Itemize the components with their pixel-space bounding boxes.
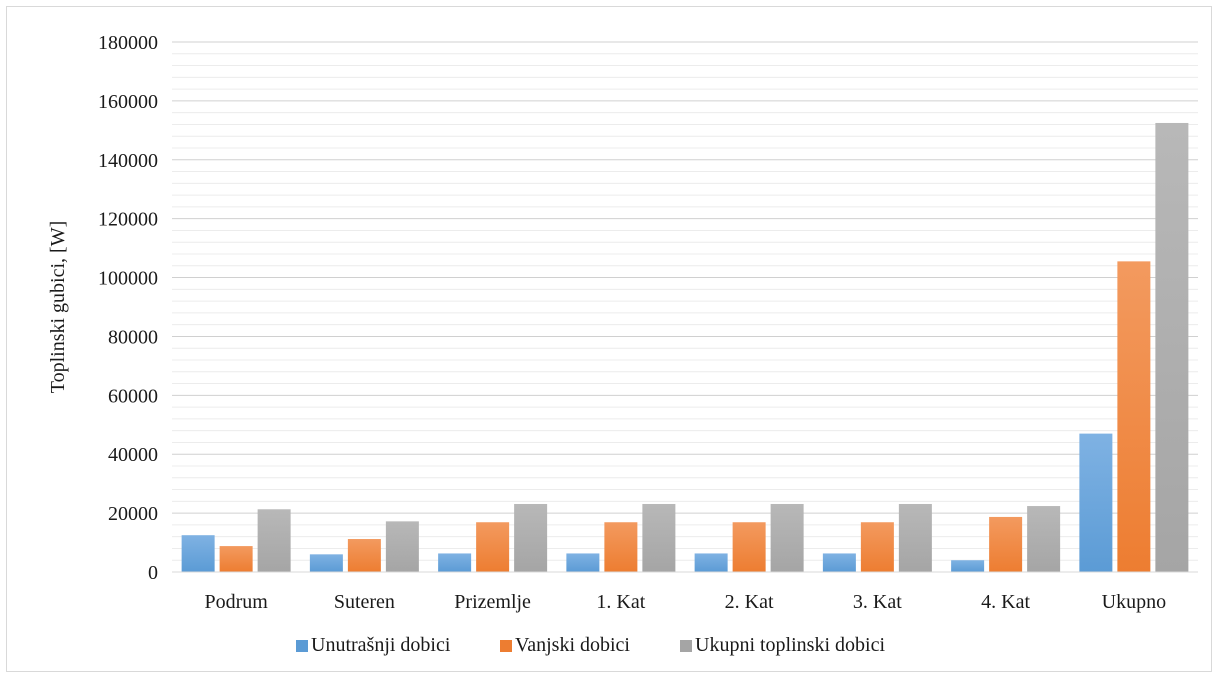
x-tick-label: Prizemlje — [454, 591, 531, 613]
bar-vanjski-6 — [989, 516, 1023, 572]
legend: Unutrašnji dobici Vanjski dobici Ukupni to… — [296, 634, 885, 656]
legend-label: Vanjski dobici — [515, 634, 630, 656]
x-tick-label: 3. Kat — [853, 591, 902, 613]
bar-unutrasnji-6 — [951, 560, 985, 572]
y-axis-ticks: 0 20000 40000 60000 80000 100000 120000 140000 1… — [98, 32, 158, 584]
legend-swatch — [680, 640, 692, 652]
y-tick-label: 0 — [148, 562, 158, 584]
bar-unutrasnji-7 — [1079, 433, 1113, 572]
legend-label: Ukupni toplinski dobici — [695, 634, 885, 656]
bar-ukupni-1 — [385, 521, 419, 572]
bar-ukupni-7 — [1155, 122, 1189, 572]
bar-unutrasnji-0 — [181, 535, 215, 572]
y-tick-label: 140000 — [98, 150, 158, 172]
x-axis-ticks: Podrum Suteren Prizemlje 1. Kat 2. Kat 3. Kat… — [204, 591, 1166, 613]
bar-vanjski-0 — [219, 546, 253, 572]
legend-swatch — [500, 640, 512, 652]
bar-ukupni-0 — [257, 509, 291, 572]
bar-vanjski-7 — [1117, 261, 1151, 572]
x-tick-label: 4. Kat — [981, 591, 1030, 613]
bar-vanjski-1 — [347, 539, 381, 572]
y-tick-label: 160000 — [98, 91, 158, 113]
y-axis-label: Toplinski gubici, [W] — [47, 221, 69, 393]
x-tick-label: Ukupno — [1102, 591, 1166, 613]
bar-unutrasnji-3 — [566, 553, 600, 572]
bar-unutrasnji-1 — [309, 554, 343, 572]
bar-unutrasnji-5 — [822, 553, 856, 572]
y-tick-label: 120000 — [98, 209, 158, 231]
y-tick-label: 100000 — [98, 268, 158, 290]
legend-swatch — [296, 640, 308, 652]
y-tick-label: 40000 — [108, 444, 158, 466]
bar-ukupni-3 — [642, 503, 676, 572]
bar-ukupni-5 — [898, 503, 932, 572]
bar-ukupni-6 — [1027, 506, 1061, 572]
legend-label: Unutrašnji dobici — [311, 634, 451, 656]
gridlines — [172, 41, 1198, 561]
y-tick-label: 60000 — [108, 385, 158, 407]
y-tick-label: 180000 — [98, 32, 158, 54]
bar-vanjski-4 — [732, 522, 766, 572]
bar-ukupni-4 — [770, 503, 804, 572]
bar-unutrasnji-2 — [438, 553, 472, 572]
bar-unutrasnji-4 — [694, 553, 728, 572]
x-tick-label: Podrum — [204, 591, 268, 613]
bar-ukupni-2 — [514, 503, 548, 572]
y-tick-label: 20000 — [108, 503, 158, 525]
x-tick-label: 2. Kat — [725, 591, 774, 613]
y-tick-label: 80000 — [108, 326, 158, 348]
bar-vanjski-3 — [604, 522, 638, 572]
x-tick-label: Suteren — [334, 591, 395, 613]
x-tick-label: 1. Kat — [596, 591, 645, 613]
bar-vanjski-5 — [860, 522, 894, 572]
bars — [181, 122, 1189, 572]
bar-vanjski-2 — [476, 522, 510, 572]
